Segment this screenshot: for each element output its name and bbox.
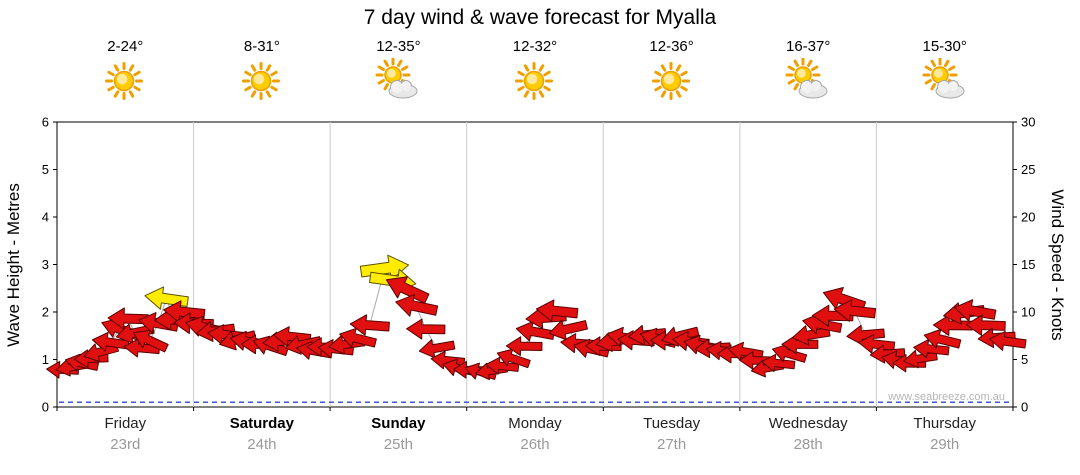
wind-arrow [913, 338, 950, 360]
day-date: 25th [383, 436, 413, 453]
left-axis-tick-label: 5 [42, 162, 49, 177]
day-date: 26th [520, 436, 550, 453]
day-label-monday: Monday 26th [467, 415, 604, 453]
wind-arrow [770, 340, 808, 367]
left-axis-tick-label: 0 [42, 400, 49, 415]
wind-arrow [393, 291, 439, 321]
right-axis-tick-label: 30 [1021, 115, 1035, 130]
sunny-icon [105, 62, 144, 100]
wind-arrow [953, 297, 997, 325]
plot-border [56, 121, 1014, 408]
day-date: 24th [247, 436, 277, 453]
wind-arrow [761, 353, 796, 374]
day-forecast-wednesday: 16-37° [740, 38, 877, 108]
temperature-range: 2-24° [107, 38, 144, 55]
right-axis-tick-label: 5 [1021, 352, 1028, 367]
day-forecast-thursday: 15-30° [876, 38, 1013, 108]
day-name: Saturday [229, 415, 294, 432]
partly-cloudy-icon [922, 58, 965, 99]
wind-arrow [350, 314, 390, 337]
day-name: Monday [508, 415, 562, 432]
day-forecast-friday: 2-24° [57, 38, 194, 108]
wind-arrow [515, 319, 556, 345]
wind-arrow [547, 315, 589, 343]
right-axis-tick-label: 0 [1021, 400, 1028, 415]
day-date: 29th [930, 436, 960, 453]
temperature-range: 8-31° [243, 38, 280, 55]
partly-cloudy-icon [375, 58, 418, 99]
left-axis-tick-label: 1 [42, 352, 49, 367]
wind-arrow [820, 282, 868, 317]
right-axis-tick-label: 25 [1021, 162, 1035, 177]
day-forecast-saturday: 8-31° [194, 38, 331, 108]
day-label-sunday: Sunday 25th [330, 415, 467, 453]
wind-arrow [966, 314, 1006, 336]
day-label-wednesday: Wednesday 28th [740, 415, 877, 453]
temperature-range: 12-36° [649, 38, 694, 55]
wind-arrow [801, 311, 843, 339]
right-axis-tick-label: 10 [1021, 305, 1035, 320]
wind-arrow [833, 298, 876, 324]
wind-arrow [506, 337, 542, 356]
left-axis-tick-label: 3 [42, 257, 49, 272]
wind-arrow [418, 336, 456, 360]
wind-arrow [129, 324, 170, 357]
watermark: www.seabreeze.com.au [888, 391, 1005, 403]
temperature-range: 16-37° [786, 38, 831, 55]
right-axis-tick-label: 15 [1021, 257, 1035, 272]
day-date: 27th [656, 436, 687, 453]
wind-arrow [988, 329, 1027, 353]
wind-arrow [108, 307, 149, 329]
wind-arrow [535, 298, 578, 324]
wind-arrow [782, 335, 818, 354]
day-label-thursday: Thursday 29th [876, 415, 1013, 453]
wind-arrow [739, 351, 773, 369]
day-forecast-monday: 12-32° [467, 38, 604, 108]
wind-arrow [162, 299, 205, 325]
day-date: 28th [793, 436, 823, 453]
sunny-icon [241, 62, 280, 100]
day-name: Sunday [371, 415, 426, 432]
temperature-range: 15-30° [922, 38, 967, 55]
day-forecast-tuesday: 12-36° [603, 38, 740, 108]
wind-arrow [727, 340, 764, 364]
temperature-range: 12-35° [376, 38, 421, 55]
day-label-tuesday: Tuesday 27th [603, 415, 740, 453]
wind-arrow [337, 325, 377, 353]
wind-arrow [406, 319, 445, 340]
cloud-icon [388, 80, 418, 99]
day-name: Tuesday [643, 415, 701, 432]
day-name: Friday [104, 415, 147, 432]
day-date: 23rd [110, 436, 141, 453]
day-label-saturday: Saturday 24th [194, 415, 331, 453]
day-forecast-sunday: 12-35° [330, 38, 467, 108]
left-axis-tick-label: 4 [42, 210, 49, 225]
sunny-icon [514, 62, 553, 100]
partly-cloudy-icon [785, 58, 828, 99]
cloud-icon [798, 80, 828, 99]
day-name: Thursday [913, 415, 976, 432]
wind-arrow [858, 333, 896, 355]
left-axis-tick-label: 6 [42, 115, 49, 130]
cloud-icon [935, 80, 965, 99]
wind-arrow [381, 269, 431, 309]
page-title: 7 day wind & wave forecast for Myalla [363, 6, 717, 29]
wind-arrow [494, 345, 532, 373]
wind-arrow [922, 326, 962, 354]
day-label-friday: Friday 23rd [57, 415, 194, 453]
sunny-icon [651, 62, 690, 100]
temperature-range: 12-32° [512, 38, 558, 55]
day-name: Wednesday [768, 415, 848, 432]
right-axis-tick-label: 20 [1021, 210, 1035, 225]
left-axis-tick-label: 2 [42, 305, 49, 320]
